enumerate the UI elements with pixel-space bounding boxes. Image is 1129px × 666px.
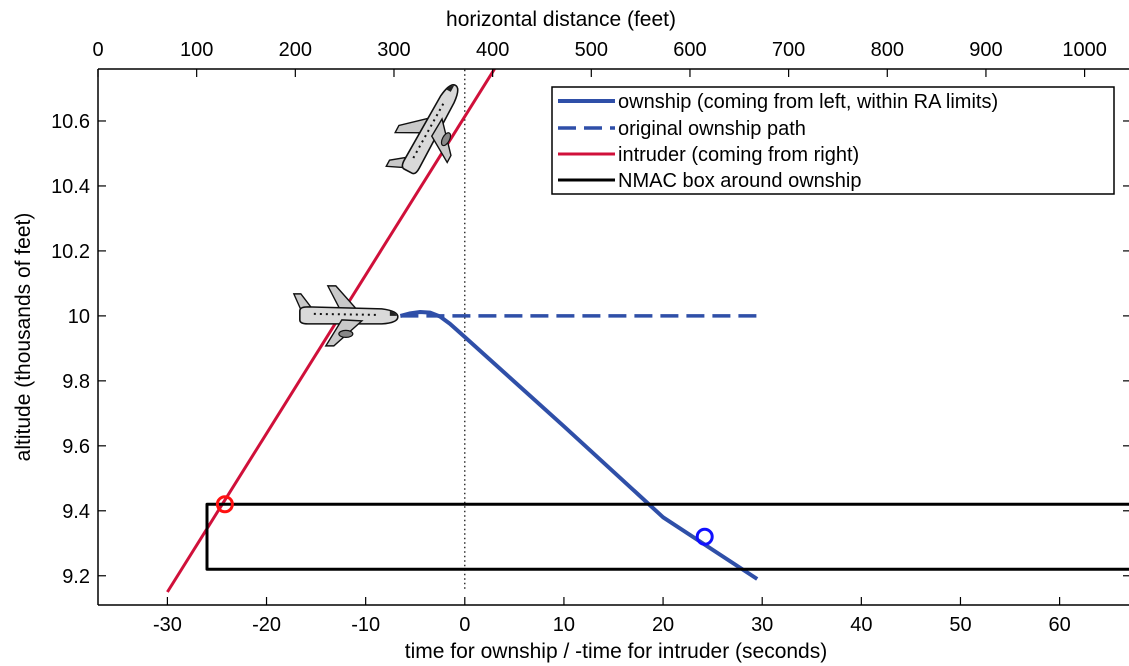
y-tick-label: 10 (68, 306, 90, 328)
y-tick-label: 10.2 (51, 241, 90, 263)
x2-tick-label: 400 (476, 39, 509, 61)
series-ownship (399, 310, 759, 581)
x-tick-label: -20 (252, 614, 281, 636)
x-tick-label: 40 (850, 614, 872, 636)
x2-tick-label: 100 (180, 39, 213, 61)
aircraft-icon-2 (292, 285, 399, 347)
airplane-engine (338, 329, 354, 338)
y-tick-label: 9.8 (62, 371, 90, 393)
airplane-cockpit (389, 310, 397, 316)
x-tick-label: 30 (751, 614, 773, 636)
x-tick-label: 20 (652, 614, 674, 636)
x-tick-label: 10 (553, 614, 575, 636)
x2-tick-label: 0 (92, 39, 103, 61)
aircraft-icon-1 (385, 84, 459, 175)
legend-label-nmac: NMAC box around ownship (618, 170, 861, 192)
legend-label-ownship: ownship (coming from left, within RA lim… (618, 91, 998, 113)
y-tick-label: 10.4 (51, 176, 90, 198)
airplane-fuselage (299, 306, 399, 325)
marker-ownship (695, 527, 714, 546)
airplane-engine (440, 132, 452, 147)
marker-intruder (215, 495, 234, 514)
x2-tick-label: 1000 (1062, 39, 1107, 61)
x-tick-label: 60 (1048, 614, 1070, 636)
series-layer (166, 69, 1129, 593)
x2-tick-label: 800 (871, 39, 904, 61)
y-tick-label: 10.6 (51, 111, 90, 133)
x2-tick-label: 500 (575, 39, 608, 61)
icon-layer (292, 84, 459, 347)
x2-tick-label: 900 (969, 39, 1002, 61)
x2-tick-label: 300 (377, 39, 410, 61)
series-nmac-box (205, 502, 1129, 571)
x-tick-label: -30 (153, 614, 182, 636)
x-axis-title: time for ownship / -time for intruder (s… (405, 640, 827, 663)
x2-axis-title: horizontal distance (feet) (446, 8, 676, 31)
marker-layer (215, 495, 714, 546)
y-tick-label: 9.6 (62, 436, 90, 458)
axes-layer (97, 68, 1129, 606)
y-tick-label: 9.4 (62, 501, 90, 523)
x2-tick-label: 600 (673, 39, 706, 61)
airplane-cockpit (446, 85, 455, 92)
x-tick-label: -10 (351, 614, 380, 636)
x2-tick-label: 200 (279, 39, 312, 61)
x2-tick-label: 700 (772, 39, 805, 61)
legend-box (551, 86, 1115, 195)
x-tick-label: 0 (459, 614, 470, 636)
legend-label-original-path: original ownship path (618, 118, 806, 140)
legend-label-intruder: intruder (coming from right) (618, 144, 859, 166)
ticks-layer: -30 -20 -10 0 10 20 30 40 50 600 100 200 300 400 500 60… (51, 39, 1129, 636)
y-tick-label: 9.2 (62, 566, 90, 588)
legend: ownship (coming from left, within RA lim… (551, 86, 1115, 195)
x-tick-label: 50 (949, 614, 971, 636)
y-axis-title: altitude (thousands of feet) (12, 213, 35, 462)
